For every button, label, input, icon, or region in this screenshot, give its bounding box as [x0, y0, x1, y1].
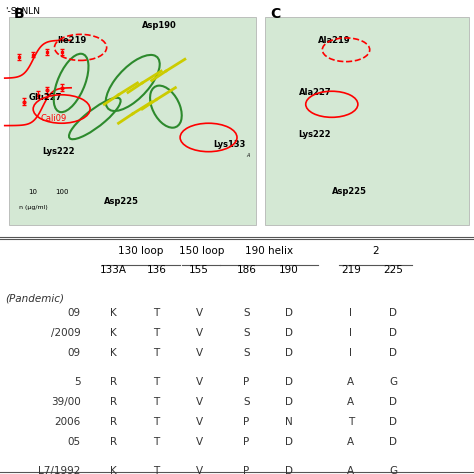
Text: C: C: [270, 7, 281, 21]
Text: K: K: [110, 348, 117, 358]
Text: D: D: [390, 328, 397, 338]
Text: D: D: [285, 308, 293, 318]
FancyBboxPatch shape: [265, 17, 469, 225]
Text: K: K: [110, 465, 117, 474]
Text: D: D: [390, 348, 397, 358]
Text: 100: 100: [55, 189, 68, 195]
Text: T: T: [153, 417, 160, 427]
Text: V: V: [195, 465, 203, 474]
Text: A: A: [347, 437, 355, 447]
Text: R: R: [110, 417, 118, 427]
Text: P: P: [243, 465, 250, 474]
Text: 186: 186: [237, 265, 256, 275]
Text: Glu227: Glu227: [28, 92, 62, 101]
Text: P: P: [243, 377, 250, 387]
Text: Asp225: Asp225: [332, 187, 367, 196]
Text: R: R: [110, 377, 118, 387]
Text: D: D: [285, 437, 293, 447]
Text: Lys222: Lys222: [299, 130, 331, 139]
Text: 2006: 2006: [55, 417, 81, 427]
Text: n (µg/ml): n (µg/ml): [19, 205, 47, 210]
Text: D: D: [285, 465, 293, 474]
Text: D: D: [390, 437, 397, 447]
Text: R: R: [110, 437, 118, 447]
Text: G: G: [389, 377, 398, 387]
Text: D: D: [285, 348, 293, 358]
Text: K: K: [110, 328, 117, 338]
Text: D: D: [285, 377, 293, 387]
Text: L7/1992: L7/1992: [38, 465, 81, 474]
Text: D: D: [390, 397, 397, 407]
Text: V: V: [195, 377, 203, 387]
Text: T: T: [153, 397, 160, 407]
Text: 09: 09: [67, 348, 81, 358]
Text: V: V: [195, 397, 203, 407]
Text: 130 loop: 130 loop: [118, 246, 164, 256]
Text: (Pandemic): (Pandemic): [5, 294, 64, 304]
Text: P: P: [243, 437, 250, 447]
Text: Ala219: Ala219: [318, 36, 350, 45]
Text: 09: 09: [67, 308, 81, 318]
Text: A: A: [347, 465, 355, 474]
Text: A: A: [347, 377, 355, 387]
Text: V: V: [195, 308, 203, 318]
Text: $_A$: $_A$: [246, 152, 252, 160]
Text: Lys133: Lys133: [213, 140, 246, 149]
Text: 10: 10: [29, 189, 37, 195]
Text: P: P: [243, 417, 250, 427]
Text: T: T: [153, 328, 160, 338]
Text: '-SLNLN: '-SLNLN: [5, 7, 40, 16]
Text: Asp225: Asp225: [104, 197, 139, 206]
Text: T: T: [347, 417, 354, 427]
Text: Cali09: Cali09: [40, 114, 66, 123]
Text: K: K: [110, 308, 117, 318]
Text: 190 helix: 190 helix: [245, 246, 293, 256]
Text: S: S: [243, 348, 250, 358]
Text: Ala227: Ala227: [299, 88, 331, 97]
Text: I: I: [349, 328, 352, 338]
Text: 155: 155: [189, 265, 209, 275]
Text: D: D: [285, 397, 293, 407]
Text: Ile219: Ile219: [57, 36, 86, 45]
Text: R: R: [110, 397, 118, 407]
Text: S: S: [243, 328, 250, 338]
FancyBboxPatch shape: [9, 17, 256, 225]
Text: 39/00: 39/00: [51, 397, 81, 407]
Text: I: I: [349, 348, 352, 358]
Text: 05: 05: [67, 437, 81, 447]
Text: 190: 190: [279, 265, 299, 275]
Text: A: A: [347, 397, 355, 407]
Text: T: T: [153, 377, 160, 387]
Text: S: S: [243, 308, 250, 318]
Text: 133A: 133A: [100, 265, 127, 275]
Text: Asp190: Asp190: [142, 21, 177, 30]
Text: T: T: [153, 308, 160, 318]
Text: V: V: [195, 348, 203, 358]
Text: T: T: [153, 465, 160, 474]
Text: N: N: [285, 417, 293, 427]
Text: V: V: [195, 437, 203, 447]
Text: V: V: [195, 328, 203, 338]
Text: Lys222: Lys222: [43, 147, 75, 156]
Text: 219: 219: [341, 265, 361, 275]
Text: 150 loop: 150 loop: [179, 246, 224, 256]
Text: T: T: [153, 437, 160, 447]
Text: T: T: [153, 348, 160, 358]
Text: D: D: [390, 308, 397, 318]
Text: G: G: [389, 465, 398, 474]
Text: 5: 5: [74, 377, 81, 387]
Text: S: S: [243, 397, 250, 407]
Text: V: V: [195, 417, 203, 427]
Text: 225: 225: [383, 265, 403, 275]
Text: D: D: [285, 328, 293, 338]
Text: 2: 2: [373, 246, 379, 256]
Text: I: I: [349, 308, 352, 318]
Text: D: D: [390, 417, 397, 427]
Text: /2009: /2009: [51, 328, 81, 338]
Text: 136: 136: [146, 265, 166, 275]
Text: B: B: [14, 7, 25, 21]
